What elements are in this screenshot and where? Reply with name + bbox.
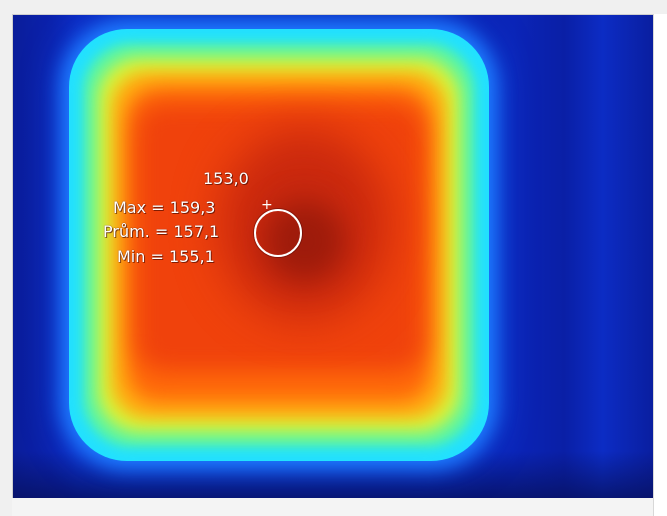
roi-min-label: Min = 155,1 [117,247,215,266]
thermal-image-viewer[interactable]: 153,0 Max = 159,3 Prům. = 157,1 Min = 15… [12,14,654,499]
bottom-status-strip [12,498,653,516]
roi-circle-marker[interactable] [254,209,302,257]
cursor-temperature: 153,0 [203,169,249,188]
right-side-panel [653,14,667,516]
roi-max-label: Max = 159,3 [113,198,216,217]
window-frame-left [0,0,12,516]
window-frame-top [0,0,667,14]
crosshair-icon[interactable]: + [261,197,273,213]
roi-average-label: Prům. = 157,1 [103,222,220,241]
